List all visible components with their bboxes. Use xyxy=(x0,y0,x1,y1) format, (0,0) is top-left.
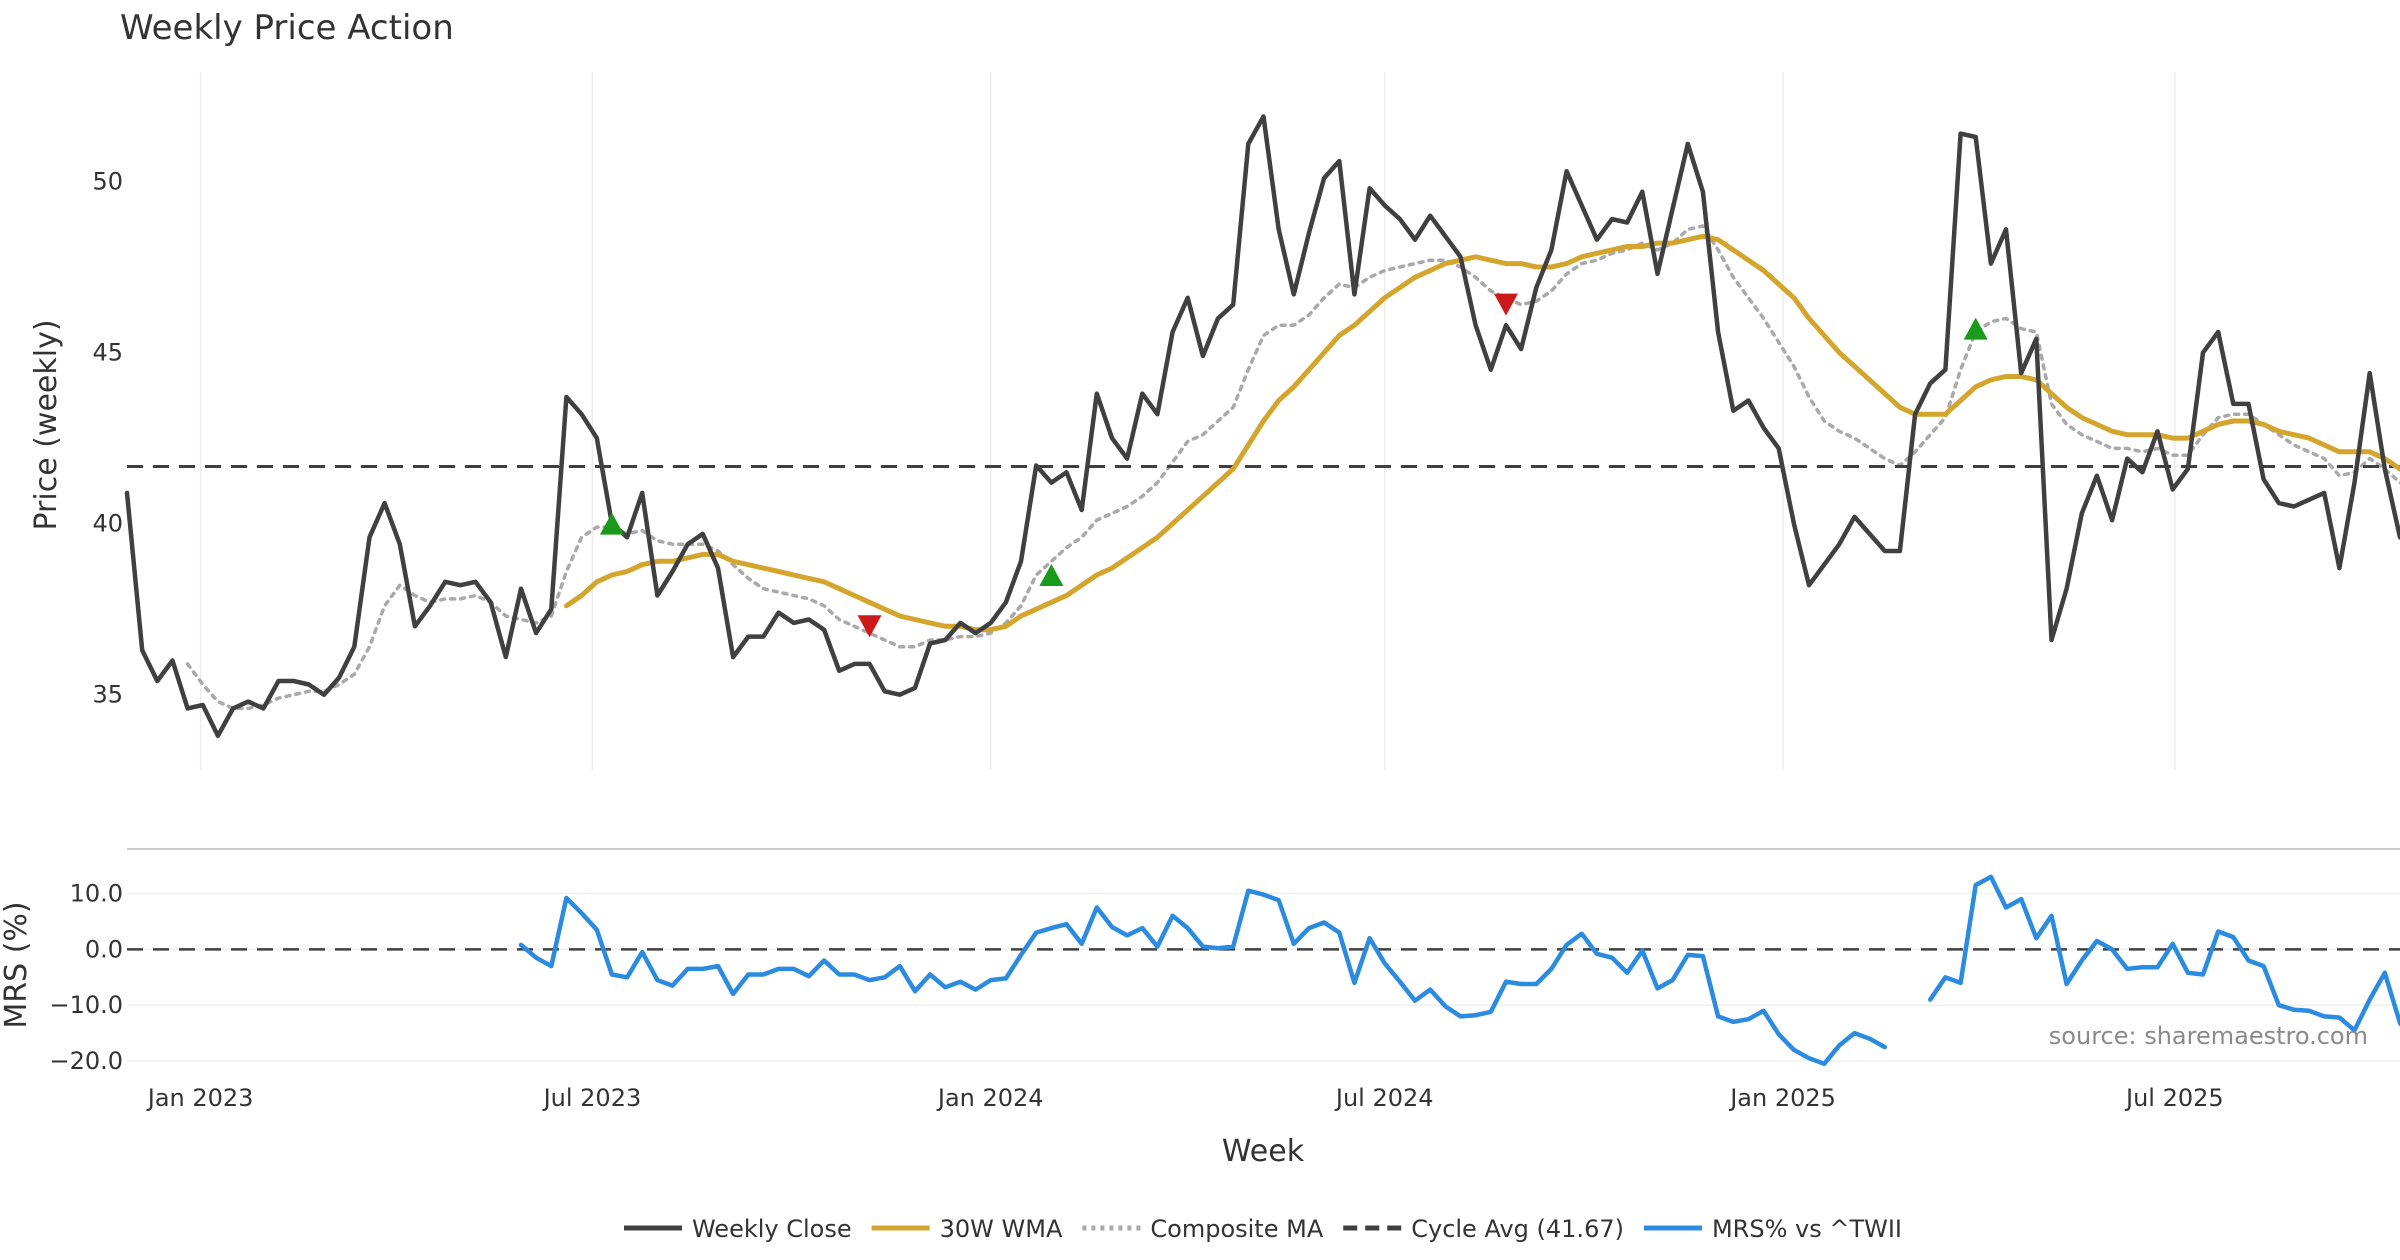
x-tick-label: Jan 2024 xyxy=(936,1084,1044,1112)
sell-signal-marker xyxy=(1493,293,1518,316)
x-tick-label: Jul 2025 xyxy=(2124,1084,2224,1112)
price-y-ticks: 35 40 45 50 xyxy=(92,167,123,708)
buy-signal-marker xyxy=(1963,317,1988,340)
legend-label: Weekly Close xyxy=(692,1215,852,1243)
x-tick-label: Jan 2023 xyxy=(146,1084,254,1112)
price-panel-grid xyxy=(199,72,2176,770)
mrs-y-tick-label: −10.0 xyxy=(49,991,123,1019)
sell-signal-marker xyxy=(857,615,882,638)
mrs-y-axis-label: MRS (%) xyxy=(0,901,34,1028)
mrs-y-tick-label: −20.0 xyxy=(49,1047,123,1075)
wma-30w-line xyxy=(563,233,2400,633)
chart-title: Weekly Price Action xyxy=(120,8,454,48)
buy-signal-marker xyxy=(1039,563,1064,586)
price-y-axis-label: Price (weekly) xyxy=(29,319,64,530)
mrs-series-group xyxy=(127,874,2400,1067)
legend-label: Composite MA xyxy=(1150,1215,1323,1243)
mrs-y-ticks: 10.0 0.0 −10.0 −20.0 xyxy=(49,880,123,1076)
price-series-group xyxy=(124,114,2400,739)
x-tick-label: Jan 2025 xyxy=(1728,1084,1836,1112)
legend-label: MRS% vs ^TWII xyxy=(1712,1215,1902,1243)
buy-signal-marker xyxy=(599,512,624,535)
legend-label: Cycle Avg (41.67) xyxy=(1411,1215,1624,1243)
weekly-close-line xyxy=(124,114,2400,739)
x-axis-label: Week xyxy=(1222,1134,1305,1169)
price-y-tick-label: 45 xyxy=(92,339,123,367)
price-y-tick-label: 50 xyxy=(92,167,123,195)
legend-label: 30W WMA xyxy=(940,1215,1063,1243)
mrs-y-tick-label: 10.0 xyxy=(70,880,123,908)
legend: Weekly Close 30W WMA Composite MA Cycle Avg… xyxy=(623,1215,1902,1243)
source-note: source: sharemaestro.com xyxy=(2049,1022,2368,1050)
mrs-line xyxy=(518,874,2400,1067)
signal-markers xyxy=(599,293,1988,638)
composite-ma-line xyxy=(185,224,2400,711)
x-tick-label: Jul 2024 xyxy=(1334,1084,1434,1112)
x-axis-ticks: Jan 2023 Jul 2023 Jan 2024 Jul 2024 Jan 2025… xyxy=(146,1084,2224,1112)
price-y-tick-label: 40 xyxy=(92,510,123,538)
price-y-tick-label: 35 xyxy=(92,681,123,709)
x-tick-label: Jul 2023 xyxy=(542,1084,642,1112)
mrs-y-tick-label: 0.0 xyxy=(85,935,123,963)
